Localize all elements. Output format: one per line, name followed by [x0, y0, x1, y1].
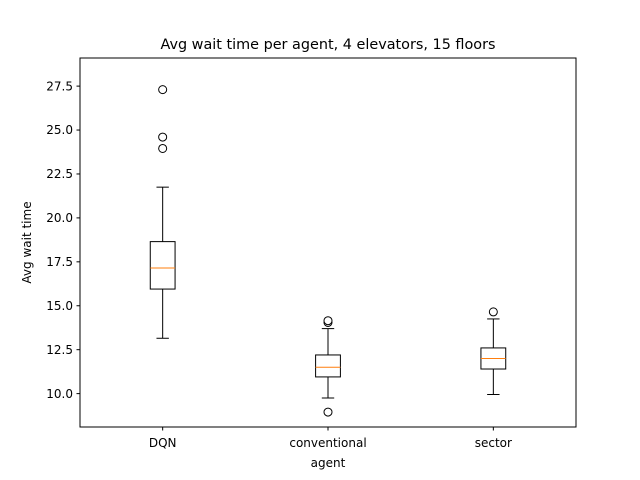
x-tick-label: conventional	[289, 436, 366, 450]
outlier-point	[488, 307, 498, 317]
chart-title: Avg wait time per agent, 4 elevators, 15…	[160, 37, 495, 53]
outlier-point	[323, 316, 333, 326]
x-tick-label: sector	[475, 436, 512, 450]
outlier-point	[158, 143, 168, 153]
x-tick-label: DQN	[149, 436, 177, 450]
x-axis-label: agent	[311, 456, 346, 470]
y-tick-label: 20.0	[46, 211, 73, 225]
y-axis-ticks: 10.0 12.5 15.0 17.5 20.0 22.5 25.0 27.5	[46, 79, 80, 401]
x-axis-ticks: DQN conventional sector	[149, 427, 512, 450]
y-tick-label: 15.0	[46, 299, 73, 313]
box-conventional	[315, 316, 341, 417]
y-tick-label: 12.5	[46, 343, 73, 357]
y-tick-label: 25.0	[46, 123, 73, 137]
box-DQN	[149, 85, 176, 339]
y-tick-label: 22.5	[46, 167, 73, 181]
outlier-point	[158, 85, 168, 95]
y-tick-label: 10.0	[46, 387, 73, 401]
plot-area	[79, 57, 577, 428]
outlier-point	[323, 407, 333, 417]
y-axis-label: Avg wait time	[20, 201, 34, 283]
y-tick-label: 17.5	[46, 255, 73, 269]
box-rect	[315, 354, 341, 378]
outlier-point	[158, 132, 168, 142]
boxes-group	[149, 85, 507, 417]
y-tick-label: 27.5	[46, 79, 73, 93]
box-rect	[149, 241, 176, 290]
box-sector	[480, 307, 507, 395]
